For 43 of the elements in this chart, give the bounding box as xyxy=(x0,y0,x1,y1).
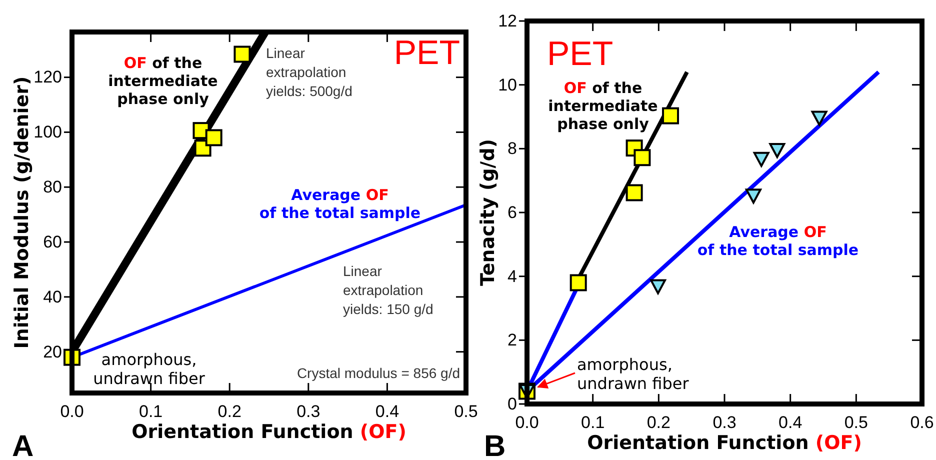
text: Average OF of the total sample xyxy=(259,186,421,222)
y-tick-label: 120 xyxy=(34,68,62,87)
x-tick-label: 0.6 xyxy=(910,413,934,432)
x-tick-label: 0.5 xyxy=(454,402,478,422)
text: A xyxy=(12,430,34,460)
y-tick-label: 6 xyxy=(508,202,517,222)
x-axis-title: Orientation Function (OF) xyxy=(587,432,862,454)
y-tick-label: 0 xyxy=(508,394,517,414)
y-tick-label: 4 xyxy=(508,266,517,286)
y-tick-label: 8 xyxy=(508,139,517,158)
x-tick-label: 0.0 xyxy=(60,402,84,422)
annotation: OF of the intermediate phase only xyxy=(548,79,658,133)
y-tick-label: 10 xyxy=(498,75,517,94)
x-tick-label: 0.0 xyxy=(515,413,539,432)
x-tick-label: 0.4 xyxy=(375,402,400,422)
x-tick-label: 0.5 xyxy=(844,413,868,432)
x-tick-label: 0.2 xyxy=(646,413,670,432)
annotation: amorphous, undrawn fiber xyxy=(577,355,690,393)
y-tick-label: 40 xyxy=(43,287,62,306)
y-tick-label: 2 xyxy=(508,330,517,350)
x-tick-label: 0.1 xyxy=(138,402,163,422)
text: Average OF of the total sample xyxy=(697,223,859,259)
y-tick-label: 60 xyxy=(43,232,62,252)
x-tick-label: 0.3 xyxy=(296,402,320,422)
annotation: Linear extrapolation yields: 150 g/d xyxy=(343,263,434,317)
y-tick-label: 20 xyxy=(43,342,62,362)
x-tick-label: 0.4 xyxy=(778,413,802,432)
text: B xyxy=(484,430,506,460)
x-tick-label: 0.3 xyxy=(712,413,736,432)
annotation: amorphous, undrawn fiber xyxy=(93,350,206,388)
annotation: PET xyxy=(547,35,614,73)
annotation: Crystal modulus = 856 g/d xyxy=(296,365,460,381)
y-axis-title: Initial Modulus (g/denier) xyxy=(11,76,33,349)
annotation: PET xyxy=(394,34,460,72)
annotation: Linear extrapolation yields: 500g/d xyxy=(266,45,352,99)
y-tick-label: 12 xyxy=(498,11,517,30)
annotation: OF of the intermediate phase only xyxy=(108,54,218,108)
x-tick-label: 0.2 xyxy=(218,402,242,422)
y-tick-label: 80 xyxy=(43,178,62,197)
x-axis-title: Orientation Function (OF) xyxy=(132,421,406,443)
y-axis-title: Tenacity (g/d) xyxy=(477,138,499,286)
x-tick-label: 0.1 xyxy=(581,413,605,432)
y-tick-label: 100 xyxy=(34,122,62,142)
